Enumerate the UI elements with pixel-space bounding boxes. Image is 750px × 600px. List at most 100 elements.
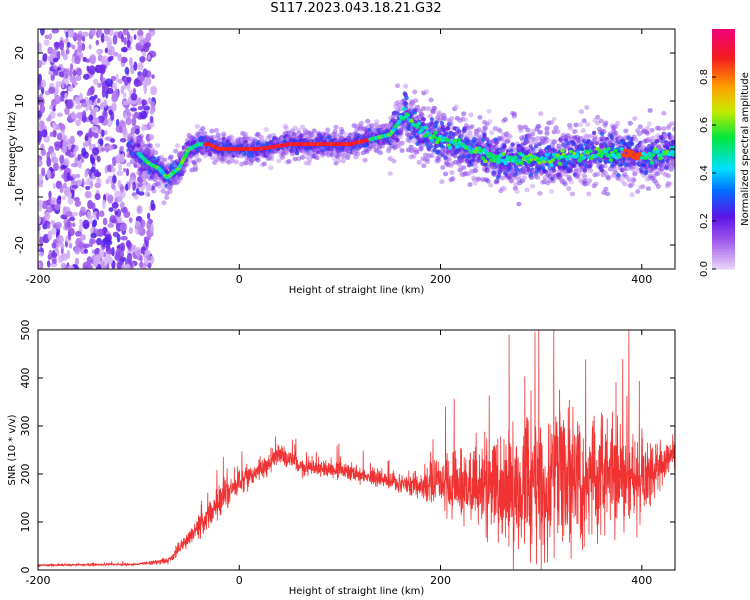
spectrogram-cell <box>119 145 124 152</box>
spectrogram-cell <box>93 78 99 86</box>
spectrogram-cell <box>211 134 217 140</box>
spectrogram-cell <box>119 201 125 209</box>
spectrogram-cell <box>107 49 113 56</box>
spectrogram-cell <box>103 29 111 35</box>
spectrogram-cell <box>48 114 52 122</box>
spectrogram-cell <box>133 61 138 71</box>
spectrogram-cell <box>110 138 116 143</box>
spectrogram-cell <box>644 131 651 136</box>
spectrogram-cell <box>59 185 64 194</box>
spectrogram-cell <box>126 162 132 167</box>
spectrogram-cell <box>65 48 70 55</box>
spectrogram-cell <box>120 85 125 95</box>
spectrogram-cell <box>67 176 74 181</box>
spectrogram-cell <box>136 45 144 50</box>
spectrogram-cell <box>44 211 51 221</box>
spectrogram-cell <box>125 117 132 125</box>
spectrogram-cell <box>77 154 81 162</box>
spectrogram-cell <box>53 203 61 211</box>
spectrogram-cell <box>612 166 618 172</box>
spectrogram-cell <box>637 124 643 130</box>
spectrogram-cell <box>112 175 117 184</box>
spectrogram-cell <box>574 166 580 172</box>
spectrogram-cell <box>259 134 265 140</box>
spectrogram-cell <box>63 206 71 212</box>
spectrogram-cell <box>58 124 66 131</box>
spectrogram-cell <box>97 29 103 37</box>
spectrogram-cell <box>47 230 53 241</box>
spectrogram-cell <box>116 91 120 98</box>
spectrogram-cell <box>87 140 92 147</box>
spectrogram-cell <box>580 128 586 133</box>
spectrogram-cell <box>51 227 57 236</box>
spectrogram-cell <box>107 256 113 265</box>
spectrogram-cell <box>633 137 639 143</box>
spectrogram-cell <box>151 74 155 79</box>
spectrogram-cell <box>147 143 153 149</box>
spectrogram-cell <box>89 153 94 164</box>
spectrogram-cell <box>448 121 454 127</box>
spectrogram-cell <box>91 202 96 211</box>
spectrogram-cell <box>115 118 120 128</box>
spectrogram-cell <box>124 263 131 269</box>
spectrogram-cell <box>92 147 100 156</box>
spectrogram-cell <box>102 199 106 210</box>
spectrogram-cell <box>453 104 459 110</box>
spectrogram-cell <box>145 183 152 192</box>
spectrogram-cell <box>536 123 542 129</box>
spectrogram-cell <box>627 120 633 126</box>
spectrogram-cell <box>118 163 122 171</box>
spectrogram-cell <box>107 223 115 229</box>
spectrogram-cell <box>151 156 157 161</box>
spectrogram-cell <box>78 92 83 101</box>
spectrogram-cell <box>469 124 475 129</box>
spectrogram-cell <box>336 158 342 164</box>
spectrogram-cell <box>475 177 481 182</box>
spectrogram-cell <box>88 105 93 111</box>
spectrogram-cell <box>529 175 535 181</box>
spectrogram-cell <box>48 33 53 41</box>
spectrogram-cell <box>595 114 601 120</box>
spectrogram-cell <box>69 135 75 145</box>
spectrogram-cell <box>421 106 427 111</box>
spectrogram-cell <box>81 35 86 42</box>
spectrogram-cell <box>98 210 105 217</box>
spectrogram-cell <box>552 139 558 145</box>
spectrogram-cell <box>41 167 46 177</box>
spectrogram-cell <box>421 163 427 169</box>
spectrogram-cell <box>446 156 452 162</box>
spectrogram-cell <box>51 29 59 34</box>
spectrogram-cell <box>137 62 144 71</box>
spectrogram-cell <box>105 147 109 153</box>
spectrogram-cell <box>135 80 143 87</box>
spectrogram-cell <box>140 110 147 120</box>
spectrogram-cell <box>132 88 137 94</box>
spectrogram-cell <box>647 108 653 113</box>
spectrogram-cell <box>93 132 99 139</box>
spectrogram-cell <box>137 171 143 177</box>
spectrogram-cell <box>130 64 135 75</box>
spectrogram-cell <box>114 210 119 216</box>
spectrogram-cell <box>136 249 141 259</box>
spectrogram-cell <box>69 75 77 84</box>
spectrogram-cell <box>93 94 98 100</box>
spectrogram-cell <box>355 151 361 157</box>
spectrogram-cell <box>94 182 102 189</box>
spectrogram-cell <box>99 64 106 74</box>
spectrogram-cell <box>374 119 380 125</box>
spectrogram-cell <box>419 112 425 118</box>
spectrogram-cell <box>567 125 574 131</box>
spectrogram-cell <box>461 165 467 171</box>
spectrogram-cell <box>461 111 467 117</box>
spectrogram-cell <box>78 131 82 137</box>
spectrogram-cell <box>76 34 82 42</box>
spectrogram-cell <box>593 181 599 187</box>
spectrogram-cell <box>510 142 515 147</box>
spectrogram-cell <box>552 168 557 173</box>
spectrogram-cell <box>57 66 61 71</box>
spectrogram-cell <box>137 182 143 188</box>
spectrogram-cell <box>339 129 345 135</box>
spectrogram-cell <box>52 183 57 189</box>
spectrogram-cell <box>67 191 72 199</box>
spectrogram-cell <box>572 129 578 134</box>
